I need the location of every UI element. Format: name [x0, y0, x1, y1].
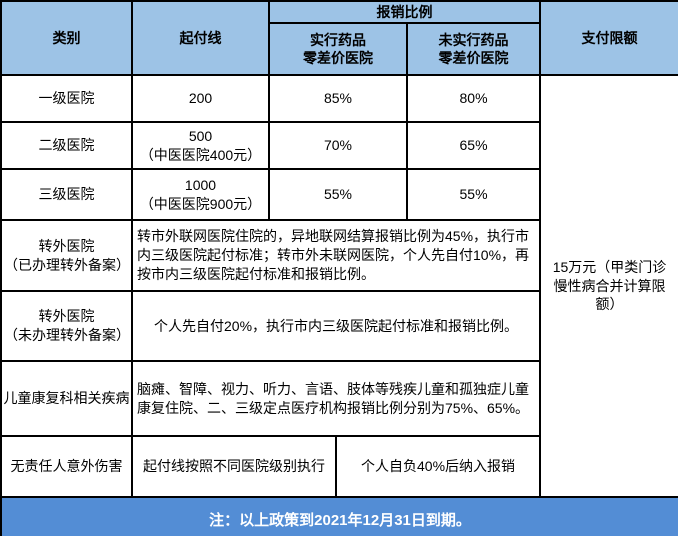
row-deductible: 500 （中医医院400元）	[131, 121, 270, 171]
row-rule-text: 转市外联网医院住院的，异地联网结算报销比例为45%，执行市内三级医院起付标准；转…	[130, 219, 542, 293]
header-payment-limit: 支付限额	[539, 0, 678, 77]
header-category: 类别	[0, 0, 133, 77]
table-row: 一级医院 200 85% 80% 15万元（甲类门诊慢性病合并计算限额）	[0, 74, 678, 498]
footer-note: 注：以上政策到2021年12月31日到期。	[0, 495, 678, 536]
row-deductible: 1000 （中医医院900元）	[131, 168, 270, 222]
row-zero-ratio: 70%	[268, 121, 408, 171]
row-zero-ratio: 85%	[268, 74, 408, 124]
row-nonzero-ratio: 65%	[405, 121, 542, 171]
row-category: 二级医院	[0, 121, 133, 171]
row-category: 转外医院 （未办理转外备案）	[0, 290, 133, 363]
row-category: 一级医院	[0, 74, 133, 124]
row-deductible-rule: 起付线按照不同医院级别执行	[131, 435, 337, 498]
row-category: 无责任人意外伤害	[0, 435, 133, 498]
row-category: 三级医院	[0, 168, 133, 222]
merged-payment-limit-cell: 15万元（甲类门诊慢性病合并计算限额）	[539, 74, 678, 498]
header-row-2: 实行药品 零差价医院 未实行药品 零差价医院	[1, 22, 678, 77]
row-self-pay-rule: 个人自负40%后纳入报销	[334, 435, 542, 498]
header-reimbursement-ratio: 报销比例	[267, 0, 542, 25]
row-category: 转外医院 （已办理转外备案）	[0, 219, 133, 293]
header-deductible: 起付线	[131, 0, 270, 77]
table-row: 无责任人意外伤害 起付线按照不同医院级别执行 个人自负40%后纳入报销 5万元	[0, 435, 678, 498]
row-nonzero-ratio: 80%	[405, 74, 542, 124]
header-zero-markup-hospital: 实行药品 零差价医院	[268, 22, 408, 77]
header-row-1: 类别 起付线 报销比例 支付限额	[0, 0, 678, 77]
table-row: 转外医院 （已办理转外备案） 转市外联网医院住院的，异地联网结算报销比例为45%…	[0, 219, 678, 293]
row-deductible: 200	[131, 74, 270, 124]
table-row: 二级医院 500 （中医医院400元） 70% 65%	[0, 121, 678, 171]
table-row: 转外医院 （未办理转外备案） 个人先自付20%，执行市内三级医院起付标准和报销比…	[0, 290, 678, 363]
row-rule-text: 脑瘫、智障、视力、听力、言语、肢体等残疾儿童和孤独症儿童康复住院、二、三级定点医…	[130, 360, 542, 438]
table-row: 儿童康复科相关疾病 脑瘫、智障、视力、听力、言语、肢体等残疾儿童和孤独症儿童康复…	[0, 360, 678, 438]
row-rule-text: 个人先自付20%，执行市内三级医院起付标准和报销比例。	[130, 290, 542, 363]
header-non-zero-markup-hospital: 未实行药品 零差价医院	[405, 22, 542, 77]
row-zero-ratio: 55%	[268, 168, 408, 222]
row-category: 儿童康复科相关疾病	[0, 360, 133, 438]
row-nonzero-ratio: 55%	[405, 168, 542, 222]
footer-note-row: 注：以上政策到2021年12月31日到期。	[0, 495, 678, 536]
table-row: 三级医院 1000 （中医医院900元） 55% 55%	[0, 168, 678, 222]
